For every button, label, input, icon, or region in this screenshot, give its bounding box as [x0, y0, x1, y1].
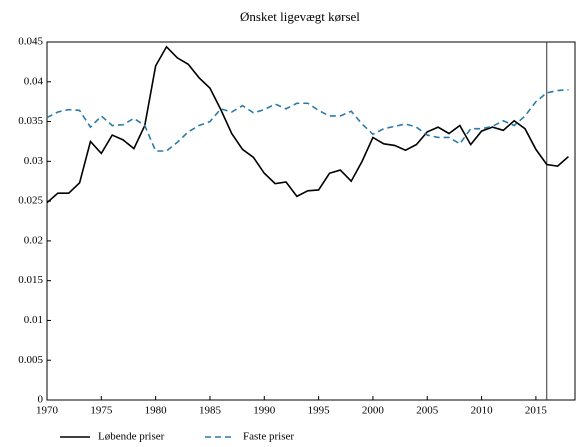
chart-title: Ønsket ligevægt kørsel: [240, 9, 360, 24]
x-tick-label: 1970: [36, 405, 59, 417]
x-tick-label: 2010: [471, 405, 494, 417]
x-tick-label: 1995: [308, 405, 331, 417]
x-tick-label: 1975: [90, 405, 113, 417]
x-tick-label: 2000: [362, 405, 385, 417]
y-tick-label: 0.02: [24, 234, 43, 246]
y-tick-label: 0: [38, 394, 44, 406]
legend-label: Faste priser: [243, 431, 294, 443]
x-tick-label: 1985: [199, 405, 222, 417]
y-tick-label: 0.03: [24, 155, 44, 167]
legend-label: Løbende priser: [98, 431, 165, 443]
x-tick-label: 1990: [253, 405, 276, 417]
y-tick-label: 0.01: [24, 314, 43, 326]
x-tick-label: 1980: [145, 405, 168, 417]
y-tick-label: 0.045: [18, 36, 43, 48]
data-line: [46, 45, 570, 204]
y-tick-label: 0.035: [18, 115, 43, 127]
x-tick-label: 2005: [416, 405, 439, 417]
y-tick-label: 0.015: [18, 274, 43, 286]
y-tick-label: 0.025: [18, 195, 43, 207]
x-tick-label: 2015: [525, 405, 548, 417]
data-line: [46, 88, 569, 152]
y-tick-label: 0.04: [24, 75, 44, 87]
plot-frame: [46, 41, 576, 401]
y-tick-label: 0.005: [18, 354, 43, 366]
